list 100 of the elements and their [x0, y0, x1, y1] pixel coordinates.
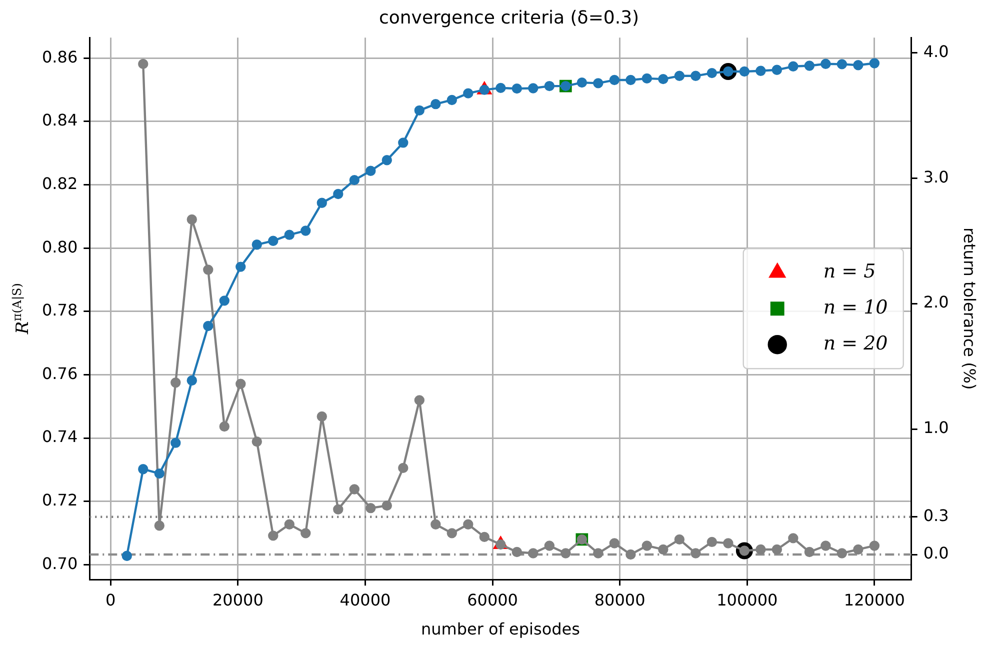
point — [316, 198, 327, 208]
point — [170, 378, 181, 388]
y2-tick-label: 4.0 — [923, 42, 949, 61]
y-tick-label: 0.80 — [42, 237, 78, 256]
point — [463, 519, 474, 530]
point — [593, 548, 604, 558]
point — [626, 549, 636, 560]
point — [236, 262, 246, 272]
point — [236, 378, 246, 389]
point — [788, 533, 798, 544]
point — [300, 528, 311, 538]
point — [593, 78, 604, 88]
point — [658, 544, 668, 555]
y2-tick-label: 0.0 — [923, 544, 949, 563]
point — [430, 519, 441, 530]
y2-tick-label: 3.0 — [923, 167, 949, 186]
point — [512, 83, 522, 94]
y-tick-label: 0.84 — [42, 110, 78, 130]
x-tick-label: 80000 — [594, 590, 646, 610]
y2-tick-label: 0.3 — [923, 506, 949, 526]
point — [268, 236, 278, 246]
point — [349, 174, 360, 186]
point — [382, 155, 392, 166]
point — [690, 548, 701, 558]
point — [528, 83, 538, 94]
point — [398, 462, 408, 474]
point — [219, 296, 230, 306]
point — [414, 105, 425, 116]
point — [512, 546, 522, 558]
point — [154, 520, 164, 531]
point — [626, 74, 636, 86]
legend-label: n = 5 — [823, 260, 876, 283]
point — [658, 74, 668, 84]
y-tick-label: 0.78 — [42, 300, 78, 320]
point — [690, 70, 701, 82]
point — [560, 548, 571, 558]
y-tick-label: 0.76 — [42, 364, 78, 383]
point — [316, 411, 327, 422]
point — [674, 534, 685, 545]
point — [268, 530, 278, 541]
x-tick-label: 100000 — [716, 590, 778, 610]
y-tick-label: 0.82 — [42, 174, 78, 193]
y-tick-label: 0.72 — [42, 490, 78, 510]
point — [576, 77, 588, 88]
point — [772, 544, 782, 555]
point — [820, 540, 831, 551]
point — [170, 438, 181, 448]
x-tick-label: 20000 — [212, 590, 264, 610]
point — [853, 544, 864, 555]
point — [642, 73, 652, 84]
point — [706, 68, 718, 78]
point — [122, 550, 132, 561]
point — [366, 502, 376, 514]
point — [836, 59, 848, 70]
point — [463, 88, 474, 98]
y-axis-title: Rπ(A|S) — [10, 283, 33, 336]
point — [252, 240, 262, 250]
y-tick-label: 0.86 — [42, 47, 78, 66]
x-axis-title: number of episodes — [421, 620, 580, 639]
legend-label: n = 10 — [823, 296, 888, 319]
point — [642, 540, 652, 551]
point — [544, 540, 555, 551]
point — [138, 464, 148, 474]
x-tick-label: 120000 — [844, 590, 905, 610]
point — [804, 546, 815, 558]
y-tick-label: 0.70 — [42, 554, 78, 573]
point — [398, 138, 408, 148]
point — [609, 74, 620, 86]
point — [853, 60, 864, 70]
point — [706, 536, 718, 548]
point — [804, 60, 815, 71]
point — [186, 214, 197, 225]
point — [414, 395, 425, 406]
point — [333, 504, 344, 514]
point — [479, 532, 490, 542]
point — [186, 375, 197, 386]
legend-label: n = 20 — [823, 332, 888, 355]
point — [284, 230, 294, 240]
point — [869, 58, 880, 68]
point — [496, 82, 506, 94]
point — [836, 548, 848, 558]
point — [382, 500, 392, 511]
point — [820, 58, 831, 69]
point — [788, 61, 798, 72]
point — [219, 421, 230, 432]
point — [203, 320, 214, 332]
point — [446, 94, 458, 106]
y2-axis-title: return tolerance (%) — [960, 227, 980, 390]
point — [366, 166, 376, 176]
y2-tick-label: 1.0 — [923, 418, 949, 438]
point — [739, 66, 750, 77]
point — [430, 98, 441, 110]
point — [300, 226, 311, 236]
point — [544, 80, 555, 92]
point — [333, 188, 344, 200]
point — [138, 58, 148, 70]
point — [609, 538, 620, 548]
chart-title: convergence criteria (δ=0.3) — [378, 7, 640, 28]
point — [723, 538, 734, 548]
y2-tick-label: 2.0 — [923, 292, 949, 312]
